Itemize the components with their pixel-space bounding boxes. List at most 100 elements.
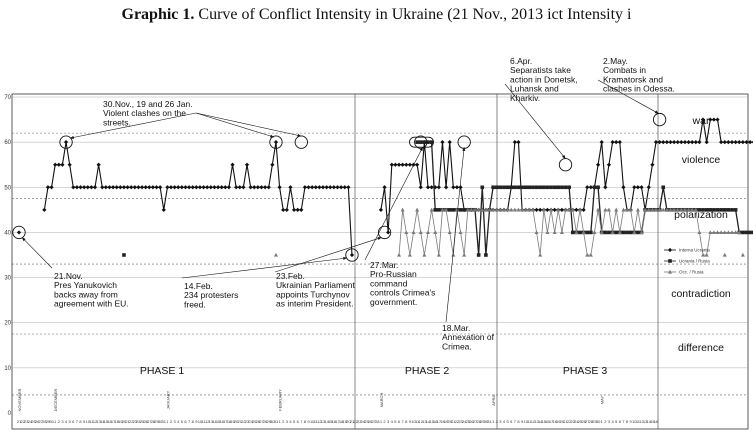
data-point-diamond [740,140,745,145]
data-point-diamond [121,185,127,190]
data-point-triangle [491,207,496,212]
x-axis: 21 22 23 24 25 26 27 28 29 30 1 2 3 4 5 6 7 8 9 10 11 12 13 14 1… [17,388,659,424]
x-tick-label: 21 [238,419,243,424]
data-point-square [552,185,557,190]
x-tick-label: 28 [151,419,156,424]
data-point-diamond [212,185,217,190]
data-point-diamond [295,207,300,212]
x-tick-label: 16 [433,419,438,424]
annotation-line: Kramatorsk and [603,74,663,84]
annotation-line: as interim President. [276,299,353,309]
x-tick-label: 10 [310,419,315,424]
data-point-square [429,140,434,144]
x-tick-label: 18 [114,419,119,424]
month-label: MAY [600,395,605,404]
data-point-triangle [730,230,735,235]
month-label: DECEMBER [53,389,58,412]
data-point-triangle [682,207,687,212]
data-point-diamond [396,162,402,167]
x-tick-label: 16 [107,419,112,424]
data-point-diamond [56,162,61,167]
data-point-diamond [661,140,666,145]
title-bold: Graphic 1. [121,6,195,23]
data-point-diamond [400,162,405,167]
data-point-diamond [433,185,438,190]
x-tick-label: 3 [174,419,177,424]
data-point-triangle [722,252,727,257]
annotation-line: 30.Nov., 19 and 26 Jan. [103,99,193,109]
data-point-diamond [331,185,336,190]
x-tick-label: 19 [343,419,348,424]
data-point-triangle [501,207,506,212]
x-tick-label: 6 [510,419,513,424]
data-point-square [697,208,702,212]
data-point-square [527,185,532,190]
x-tick-label: 18 [339,419,344,424]
zone-labels: war violence polarization contradiction … [671,115,731,354]
phase-3-label: PHASE 3 [563,365,608,377]
data-point-triangle [733,230,738,235]
data-point-triangle [487,207,492,212]
x-tick-label: 7 [188,419,191,424]
data-point-diamond [234,185,239,190]
data-point-triangle [603,207,608,212]
data-point-diamond [346,185,351,190]
pointer-21-nov-arrowhead [22,237,26,242]
legend-label-3: Occ. / Rusia [679,270,704,275]
data-point-square [523,185,528,190]
data-point-triangle [625,207,630,212]
data-point-diamond [599,140,604,145]
data-point-diamond [147,185,152,190]
data-point-triangle [740,252,745,257]
data-point-diamond [230,162,235,167]
data-point-diamond [454,185,460,190]
x-tick-label: 8 [192,419,195,424]
title-rest: Curve of Conflict Intensity in Ukraine (… [194,6,632,23]
x-tick-label: 16 [654,419,659,424]
data-point-triangle [483,207,488,212]
x-tick-label: 16 [545,419,550,424]
data-point-diamond [440,140,445,145]
annotation-line: Violent clashes on the [103,108,186,118]
data-point-triangle [476,207,481,212]
x-tick-label: 14 [324,419,329,424]
y-tick-label: 70 [4,95,11,101]
data-point-square [603,230,608,235]
x-tick-label: 9 [409,419,412,424]
data-point-diamond [653,140,659,145]
data-point-triangle [668,207,673,212]
data-point-square [625,230,629,235]
data-point-triangle [509,207,514,212]
data-point-triangle [672,207,677,212]
data-point-diamond [675,140,680,145]
data-point-triangle [494,207,499,212]
data-point-diamond [744,140,749,145]
data-point-diamond [183,185,188,190]
x-tick-label: 25 [466,419,471,424]
x-tick-label: 26 [256,419,261,424]
data-point-triangle [520,207,525,212]
x-tick-label: 14 [100,419,105,424]
data-point-triangle [588,252,593,257]
data-point-square [534,185,539,190]
x-tick-label: 25 [364,419,369,424]
data-point-diamond [111,185,116,190]
x-tick-label: 21 [451,419,456,424]
data-point-square [516,185,521,190]
x-tick-label: 23 [24,419,29,424]
zone-difference: difference [678,342,724,354]
x-tick-label: 11 [415,419,420,424]
data-point-diamond [621,185,626,190]
pointer-27-feb [364,147,424,261]
x-tick-label: 11 [314,419,319,424]
x-tick-label: 25 [31,419,36,424]
data-point-square [733,208,738,212]
data-point-diamond [729,140,735,145]
pointer-23-feb-arrowhead [377,237,382,241]
x-tick-label: 4 [289,419,292,424]
data-point-diamond [451,185,456,190]
x-tick-label: 26 [35,419,40,424]
x-tick-label: 20 [346,419,351,424]
data-point-triangle [719,230,724,235]
